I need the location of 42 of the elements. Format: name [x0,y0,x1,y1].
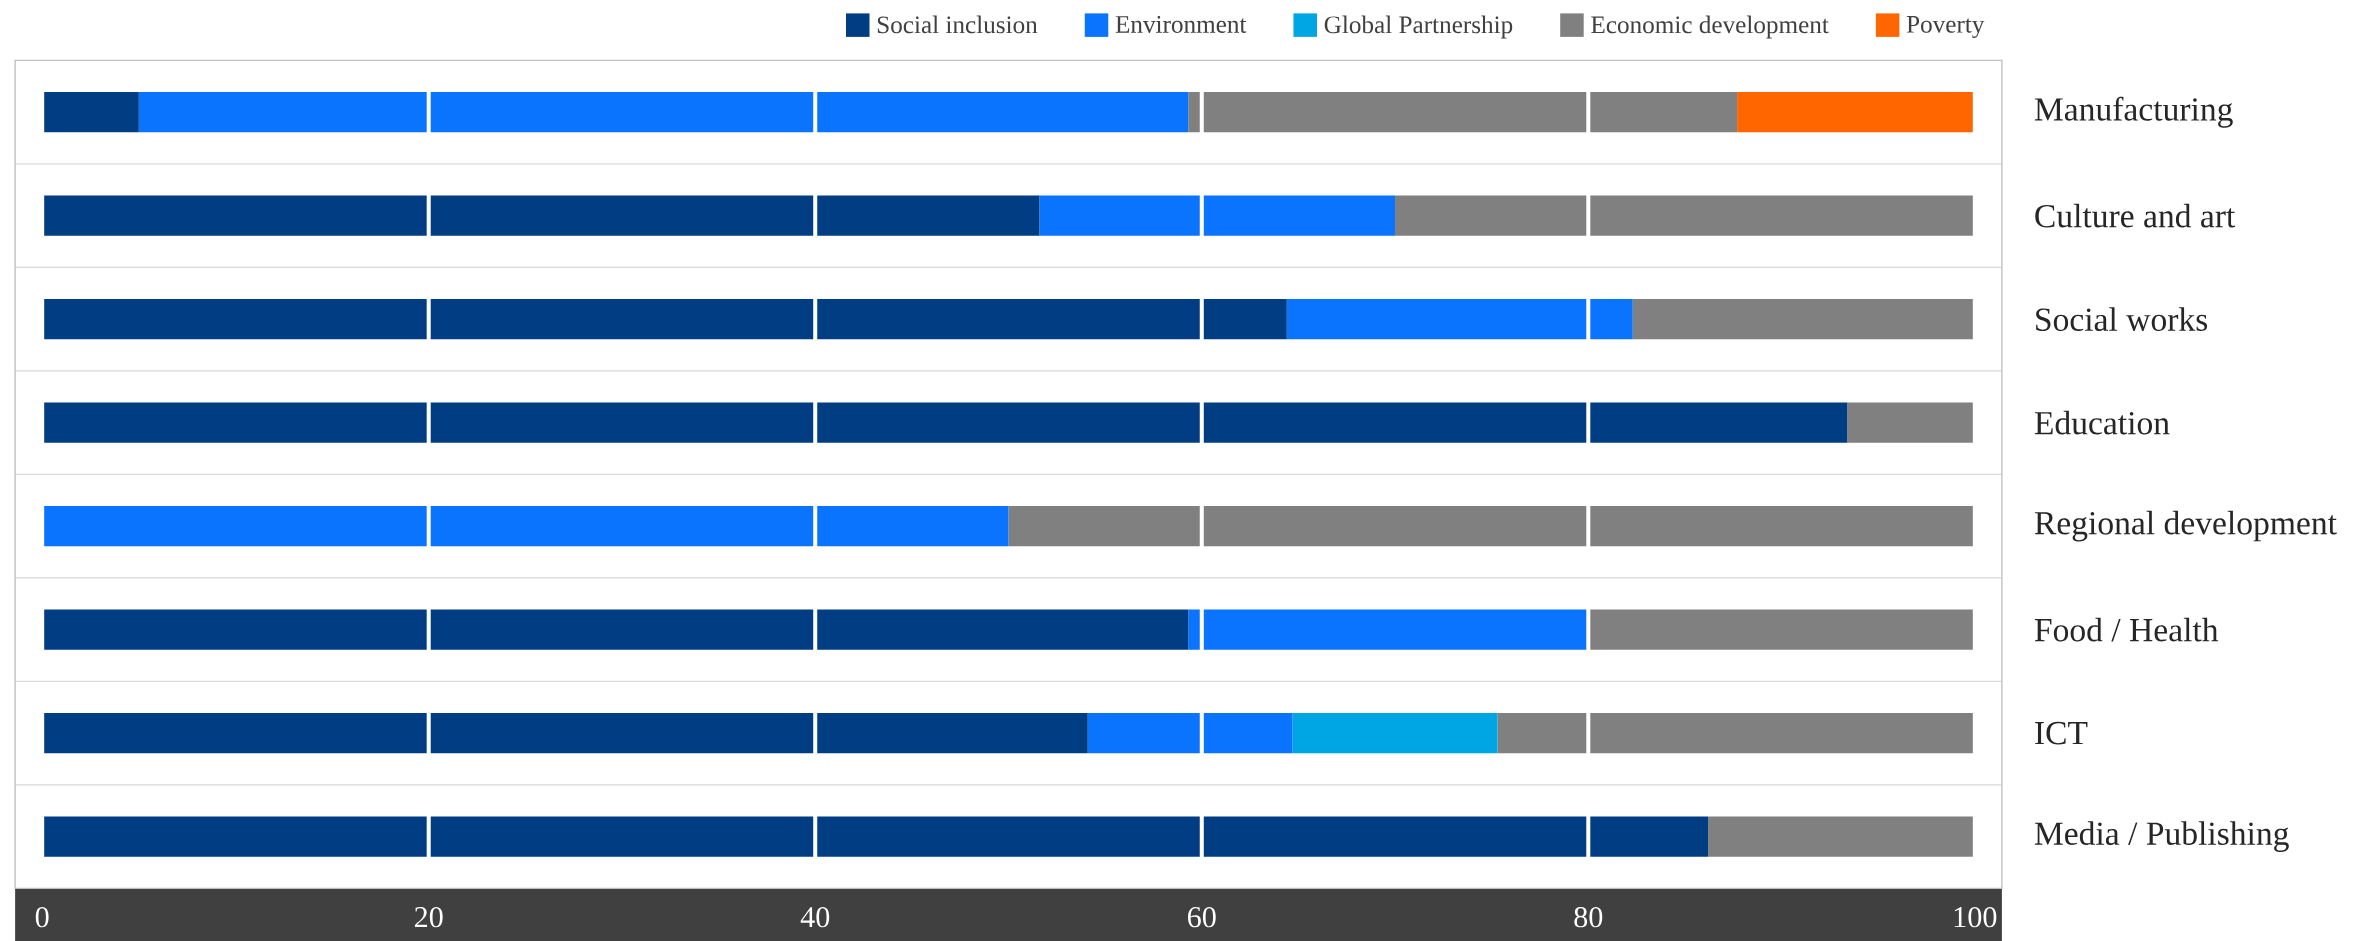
legend-label: Economic development [1591,15,1829,39]
y-tick-label: Food / Health [2034,617,2219,642]
y-tick-label: Media / Publishing [2034,821,2289,852]
bar [42,816,1709,857]
bar [1188,91,1738,133]
y-tick-label: Culture and art [2035,203,2236,228]
bar [1395,195,1975,236]
y-tick-label: Regional development [2034,510,2337,542]
bar [1847,402,1975,443]
bar [42,195,1040,236]
bar [42,505,1009,547]
bar [1497,712,1975,754]
y-tick-label: Education [2034,410,2170,435]
y-tick-label: Social works [2036,307,2208,331]
bar [42,91,139,133]
bar [42,402,1848,443]
bar [1588,609,1975,650]
bar [1008,505,1975,547]
legend-label: Social inclusion [877,15,1038,34]
legend-label: Environment [1115,15,1247,33]
y-tick-label: ICT [2035,721,2088,745]
bar [1292,712,1498,754]
bar [1039,195,1396,236]
bar [42,609,1189,650]
x-tick-label: 20 [414,906,443,928]
bar [42,298,1287,340]
bar [1737,91,1975,133]
y-tick-label: Manufacturing [2034,96,2233,128]
legend-label: Poverty [1906,15,1985,38]
x-tick-label: 60 [1187,906,1216,928]
bar [1286,298,1633,340]
legend-label: Global Partnership [1324,15,1513,39]
bar [1188,609,1589,650]
bar [138,91,1189,133]
x-tick-label: 40 [800,906,830,928]
x-tick-label: 0 [35,906,49,928]
bar [1708,816,1975,857]
x-tick-label: 80 [1574,906,1603,928]
x-tick-label: 100 [1954,906,1997,928]
bar [42,712,1088,754]
bar [1632,298,1975,340]
bar [1087,712,1293,754]
